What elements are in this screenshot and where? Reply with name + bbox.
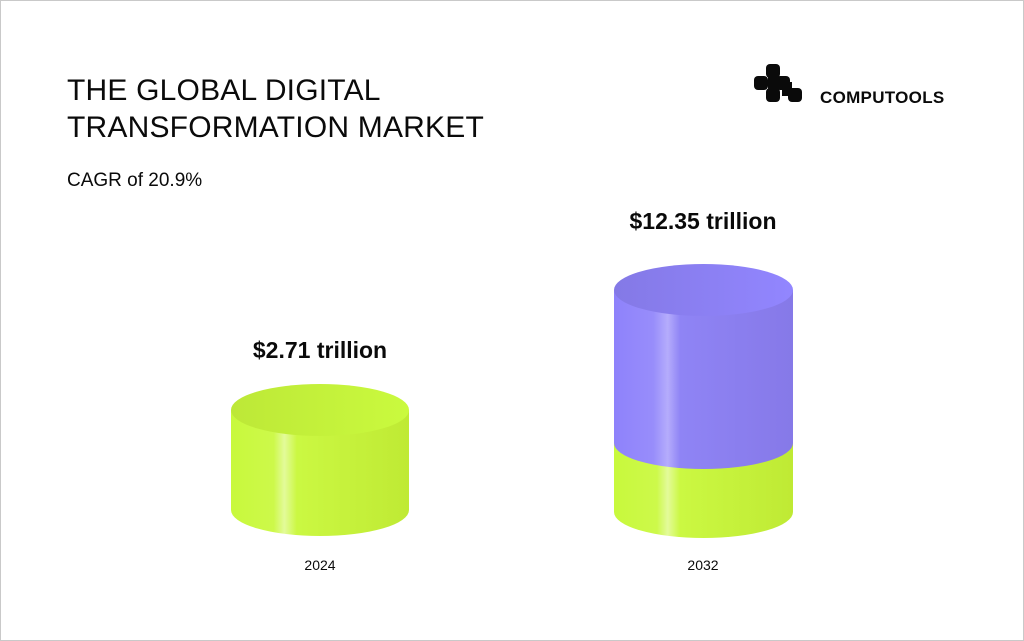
category-label-2032: 2032 xyxy=(687,557,719,573)
bar-2032-growth-segment xyxy=(614,290,793,469)
category-label-2024: 2024 xyxy=(304,557,336,573)
brand-logo: COMPUTOOLS xyxy=(754,64,944,107)
data-label-2032: $12.35 trillion xyxy=(629,208,777,234)
chart-title: THE GLOBAL DIGITAL TRANSFORMATION MARKET xyxy=(67,72,484,146)
brand-name: COMPUTOOLS xyxy=(820,88,945,107)
bar-2024 xyxy=(231,384,409,536)
computools-logo-icon xyxy=(754,64,802,102)
bar-2032-base-segment xyxy=(614,443,793,538)
data-label-2024: $2.71 trillion xyxy=(252,337,388,363)
chart-subtitle: CAGR of 20.9% xyxy=(67,170,203,191)
title-line-1: THE GLOBAL DIGITAL xyxy=(67,74,381,107)
title-line-2: TRANSFORMATION MARKET xyxy=(67,111,484,144)
bar-2032 xyxy=(614,264,793,538)
